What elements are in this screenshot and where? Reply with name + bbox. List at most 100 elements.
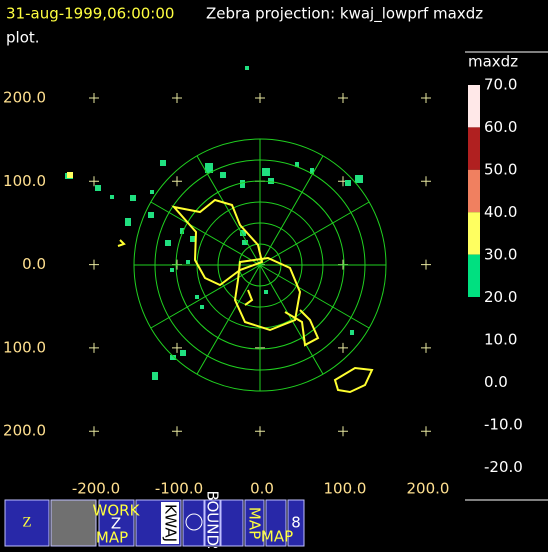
colorbar-segment [468, 85, 480, 128]
colorbar-label: -10.0 [484, 416, 523, 434]
coastline [233, 256, 302, 332]
radar-echo [355, 175, 363, 183]
colorbar-segment [468, 212, 480, 255]
grid-plus [172, 93, 182, 103]
toolbar-button[interactable] [182, 499, 205, 547]
toolbar-button[interactable] [265, 499, 287, 547]
map2-text: MAP [261, 528, 293, 546]
grid-plus [338, 93, 348, 103]
toolbar-button[interactable] [4, 499, 50, 547]
radar-echo [268, 178, 274, 184]
radar-echo [310, 168, 314, 174]
radar-echo [345, 180, 351, 186]
radial [259, 155, 324, 266]
z-icon: Z [22, 514, 31, 530]
radar-echo [170, 268, 174, 272]
coastline [117, 239, 126, 247]
grid-plus [89, 176, 99, 187]
bounds-text: BOUNDS [204, 490, 222, 548]
radial [196, 155, 261, 266]
radar-echo [180, 228, 184, 234]
radar-echo [110, 195, 114, 199]
radar-echo [220, 172, 226, 178]
radar-echo [150, 190, 154, 194]
title: Zebra projection: kwaj_lowprf maxdz [206, 5, 483, 24]
radar-echo [180, 350, 186, 356]
z-text: Z [111, 515, 121, 533]
globe-icon [185, 513, 203, 531]
radar-echo [295, 162, 299, 167]
eight-icon: 8 [291, 514, 301, 532]
radar-echo [242, 240, 248, 245]
plot-area: -200.0 -100.0 0.0 100.0 200.0 200.0 100.0 0.0 10… [3, 66, 449, 498]
x-axis-label: -100.0 [155, 480, 203, 498]
coastline [284, 309, 320, 347]
toolbar-button[interactable] [204, 499, 221, 547]
radar-echo [125, 218, 131, 226]
grid-plus [89, 259, 99, 270]
y-axis-label: 100.0 [3, 338, 46, 356]
radial [150, 264, 261, 329]
grid-plus [172, 342, 182, 353]
radar-echo [350, 330, 354, 335]
title-cont: plot. [6, 29, 40, 47]
radar-echo [67, 172, 73, 178]
y-axis-label: 200.0 [3, 89, 46, 107]
x-axis-label: 200.0 [407, 480, 450, 498]
y-axis-label: 100.0 [3, 172, 46, 190]
radar-echo [195, 295, 199, 299]
colorbar-title: maxdz [468, 53, 518, 71]
radar-echo [95, 185, 101, 191]
grid-plus [338, 342, 348, 353]
radial [259, 264, 370, 329]
colorbar-label: 40.0 [484, 203, 517, 221]
grid-plus [421, 176, 431, 187]
toolbar-button[interactable] [244, 499, 265, 547]
toolbar-button[interactable] [220, 499, 244, 547]
map1-text: MAP [246, 507, 264, 539]
grid-plus [421, 426, 431, 437]
grid-plus [421, 259, 431, 270]
work-text: WORK [93, 502, 141, 520]
grid-plus [89, 93, 99, 103]
radar-echo [240, 230, 246, 236]
x-axis-label: -200.0 [72, 480, 120, 498]
colorbar-label: 0.0 [484, 373, 508, 391]
grid-plus [421, 342, 431, 353]
time-label: 31-aug-1999,06:00:00 [6, 5, 174, 23]
radial [196, 264, 261, 375]
radar-echo [186, 260, 190, 264]
grid-plus [172, 176, 182, 187]
radar-echo [130, 195, 136, 201]
colorbar-label: 30.0 [484, 246, 517, 264]
colorbar-label: -20.0 [484, 458, 523, 476]
radar-echo [264, 290, 268, 294]
grid-plus [255, 426, 265, 437]
grid-plus [89, 426, 99, 437]
toolbar-button[interactable] [98, 499, 135, 547]
coastline [333, 366, 374, 394]
colorbar-label: 10.0 [484, 331, 517, 349]
colorbar-label: 60.0 [484, 118, 517, 136]
radar-echo [200, 305, 204, 309]
radar-echo [240, 180, 245, 188]
kwaj-box [161, 502, 179, 544]
grid-plus [338, 426, 348, 437]
radial [259, 264, 324, 375]
radar-echo [165, 240, 171, 246]
toolbar-button[interactable] [287, 499, 305, 547]
toolbar-button[interactable] [50, 499, 97, 547]
radial [150, 201, 261, 266]
grid-plus [89, 342, 99, 353]
radar-echo [160, 160, 166, 166]
kwaj-text: KWAJ [162, 504, 180, 542]
map-text: MAP [96, 529, 128, 547]
colorbar-label: 20.0 [484, 288, 517, 306]
radar-echo [190, 236, 196, 242]
x-axis-label: 100.0 [324, 480, 367, 498]
radar-echo [205, 163, 213, 173]
coastline [244, 289, 254, 306]
